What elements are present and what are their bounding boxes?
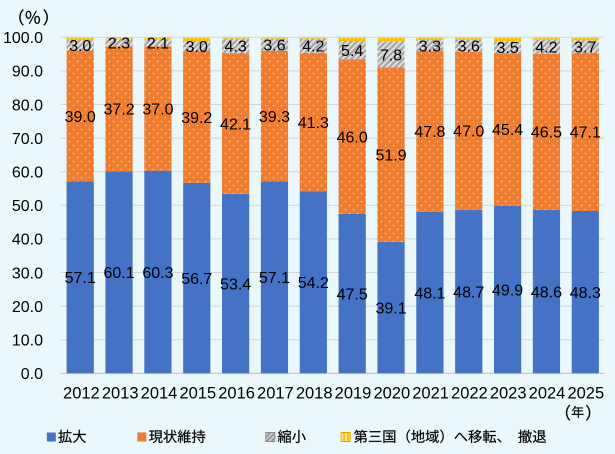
svg-text:57.1: 57.1: [259, 270, 290, 287]
svg-text:3.7: 3.7: [574, 39, 596, 56]
svg-text:2025: 2025: [567, 385, 604, 403]
svg-text:57.1: 57.1: [65, 270, 96, 287]
svg-text:60.1: 60.1: [103, 265, 134, 282]
svg-text:2016: 2016: [218, 385, 255, 403]
svg-text:39.1: 39.1: [375, 300, 406, 317]
svg-text:4.3: 4.3: [224, 39, 246, 56]
svg-text:45.4: 45.4: [492, 122, 523, 139]
svg-text:3.0: 3.0: [186, 39, 208, 56]
svg-text:2015: 2015: [179, 385, 216, 403]
svg-text:2013: 2013: [102, 385, 139, 403]
svg-text:56.7: 56.7: [181, 271, 212, 288]
svg-text:90.0: 90.0: [12, 64, 43, 81]
svg-text:3.3: 3.3: [419, 38, 441, 55]
svg-text:2018: 2018: [296, 385, 333, 403]
svg-text:2014: 2014: [141, 385, 178, 403]
svg-text:2023: 2023: [490, 385, 527, 403]
svg-text:20.0: 20.0: [12, 299, 43, 316]
svg-text:0.0: 0.0: [21, 366, 43, 383]
svg-text:47.8: 47.8: [414, 124, 445, 141]
svg-text:10.0: 10.0: [12, 333, 43, 350]
svg-text:3.0: 3.0: [69, 38, 91, 55]
svg-text:47.1: 47.1: [570, 125, 601, 142]
svg-text:2017: 2017: [257, 385, 294, 403]
svg-text:39.2: 39.2: [181, 110, 212, 127]
svg-text:2019: 2019: [335, 385, 372, 403]
svg-text:40.0: 40.0: [12, 232, 43, 249]
svg-text:5.4: 5.4: [341, 43, 363, 60]
svg-text:80.0: 80.0: [12, 97, 43, 114]
svg-text:30.0: 30.0: [12, 265, 43, 282]
svg-text:50.0: 50.0: [12, 198, 43, 215]
svg-text:37.0: 37.0: [142, 101, 173, 118]
svg-text:48.7: 48.7: [453, 284, 484, 301]
svg-text:51.9: 51.9: [375, 148, 406, 165]
svg-text:100.0: 100.0: [3, 30, 43, 47]
svg-text:47.5: 47.5: [337, 286, 368, 303]
svg-text:60.0: 60.0: [12, 165, 43, 182]
svg-text:37.2: 37.2: [103, 102, 134, 119]
svg-text:48.1: 48.1: [414, 285, 445, 302]
svg-text:54.2: 54.2: [298, 275, 329, 292]
svg-text:39.0: 39.0: [65, 109, 96, 126]
svg-text:3.6: 3.6: [263, 38, 285, 55]
svg-text:46.0: 46.0: [337, 129, 368, 146]
svg-text:41.3: 41.3: [298, 115, 329, 132]
svg-text:48.6: 48.6: [531, 284, 562, 301]
svg-text:42.1: 42.1: [220, 116, 251, 133]
svg-text:4.2: 4.2: [535, 40, 557, 57]
svg-text:2.1: 2.1: [147, 36, 169, 53]
svg-text:2022: 2022: [451, 385, 488, 403]
svg-text:48.3: 48.3: [570, 285, 601, 302]
svg-text:2021: 2021: [412, 385, 449, 403]
svg-text:60.3: 60.3: [142, 265, 173, 282]
svg-text:2012: 2012: [63, 385, 100, 403]
svg-text:46.5: 46.5: [531, 125, 562, 142]
svg-text:70.0: 70.0: [12, 131, 43, 148]
svg-text:3.5: 3.5: [496, 40, 518, 57]
svg-text:3.6: 3.6: [458, 39, 480, 56]
svg-text:7.8: 7.8: [380, 47, 402, 64]
svg-text:2024: 2024: [529, 385, 566, 403]
svg-text:4.2: 4.2: [302, 39, 324, 56]
svg-text:49.9: 49.9: [492, 282, 523, 299]
svg-text:39.3: 39.3: [259, 109, 290, 126]
svg-text:2020: 2020: [373, 385, 410, 403]
svg-text:2.3: 2.3: [108, 35, 130, 52]
svg-text:53.4: 53.4: [220, 276, 251, 293]
svg-text:47.0: 47.0: [453, 124, 484, 141]
